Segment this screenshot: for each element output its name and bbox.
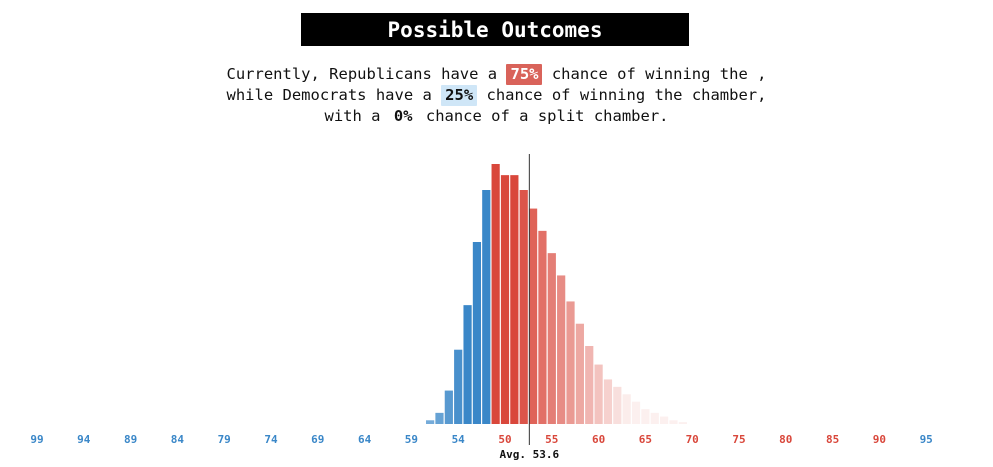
histogram-bar-rep-54 <box>528 208 538 424</box>
histogram-bar-rep-61 <box>594 364 603 424</box>
histogram-bar-dem-51 <box>482 190 491 424</box>
histogram-bars <box>426 164 687 424</box>
summary-line1-pre: Currently, Republicans have a <box>226 65 498 83</box>
average-label: Avg. 53.6 <box>500 448 560 461</box>
summary-line3-post: chance of a split chamber. <box>425 107 669 125</box>
tick-label-60: 60 <box>592 433 605 446</box>
histogram-bar-rep-63 <box>613 386 622 424</box>
republican-chance-badge: 75% <box>506 64 543 85</box>
tick-label-65: 65 <box>639 433 652 446</box>
histogram-bar-dem-54 <box>454 349 463 424</box>
summary-line-1: Currently, Republicans have a 75% chance… <box>0 64 993 85</box>
tick-label-80: 80 <box>779 433 792 446</box>
tick-label-95: 95 <box>920 433 933 446</box>
summary-line-3: with a 0% chance of a split chamber. <box>0 106 993 127</box>
summary-line3-pre: with a <box>324 107 381 125</box>
histogram-bar-rep-65 <box>631 401 641 424</box>
tick-label-99: 99 <box>30 433 43 446</box>
histogram-bar-rep-66 <box>641 409 650 424</box>
tick-label-74: 74 <box>264 433 278 446</box>
summary-line2-pre: while Democrats have a <box>226 86 432 104</box>
outcome-summary: Currently, Republicans have a 75% chance… <box>0 64 993 127</box>
tick-label-70: 70 <box>686 433 699 446</box>
chart-title: Possible Outcomes <box>301 13 689 46</box>
tick-label-64: 64 <box>358 433 372 446</box>
tick-label-75: 75 <box>732 433 745 446</box>
outcome-histogram: Avg. 53.6 99 94 89 84 79 74 69 64 59 54 50 55 60 65 70… <box>30 154 933 461</box>
histogram-bar-rep-67 <box>650 412 659 424</box>
histogram-bar-rep-64 <box>622 394 631 424</box>
tick-label-69: 69 <box>311 433 324 446</box>
histogram-bar-rep-68 <box>660 416 669 424</box>
average-marker: Avg. 53.6 <box>500 154 560 461</box>
tick-label-54: 54 <box>452 433 466 446</box>
histogram-bar-rep-70 <box>678 422 687 424</box>
histogram-bar-dem-56 <box>435 412 444 424</box>
tick-label-79: 79 <box>218 433 231 446</box>
split-chance-badge: 0% <box>393 107 413 125</box>
histogram-bar-rep-60 <box>585 346 594 424</box>
histogram-bar-rep-55 <box>538 230 547 424</box>
histogram-bar-rep-57 <box>557 275 566 424</box>
histogram-bar-rep-58 <box>566 301 575 424</box>
histogram-bar-rep-53 <box>519 190 528 424</box>
histogram-bar-rep-62 <box>603 379 613 424</box>
tick-label-59: 59 <box>405 433 418 446</box>
histogram-bar-rep-59 <box>575 323 584 424</box>
tick-label-89: 89 <box>124 433 137 446</box>
tick-label-50: 50 <box>498 433 511 446</box>
histogram-bar-rep-51 <box>500 175 510 424</box>
histogram-bar-rep-56 <box>547 253 556 424</box>
tick-label-94: 94 <box>77 433 91 446</box>
histogram-bar-dem-52 <box>472 242 482 424</box>
histogram-bar-dem-57 <box>426 420 435 424</box>
tick-label-84: 84 <box>171 433 185 446</box>
x-axis-tick-labels: 99 94 89 84 79 74 69 64 59 54 50 55 60 65 70 75 80 85 90 95 <box>30 433 932 446</box>
summary-line1-post: chance of winning the , <box>551 65 767 83</box>
histogram-bar-dem-53 <box>463 305 472 424</box>
tick-label-90: 90 <box>873 433 886 446</box>
tick-label-85: 85 <box>826 433 839 446</box>
histogram-bar-rep-50 <box>491 164 500 424</box>
histogram-bar-dem-55 <box>444 390 453 424</box>
summary-line2-post: chance of winning the chamber, <box>486 86 767 104</box>
tick-label-55: 55 <box>545 433 558 446</box>
histogram-bar-rep-69 <box>669 420 678 424</box>
democrat-chance-badge: 25% <box>441 85 478 106</box>
summary-line-2: while Democrats have a 25% chance of win… <box>0 85 993 106</box>
histogram-bar-rep-52 <box>510 175 519 424</box>
